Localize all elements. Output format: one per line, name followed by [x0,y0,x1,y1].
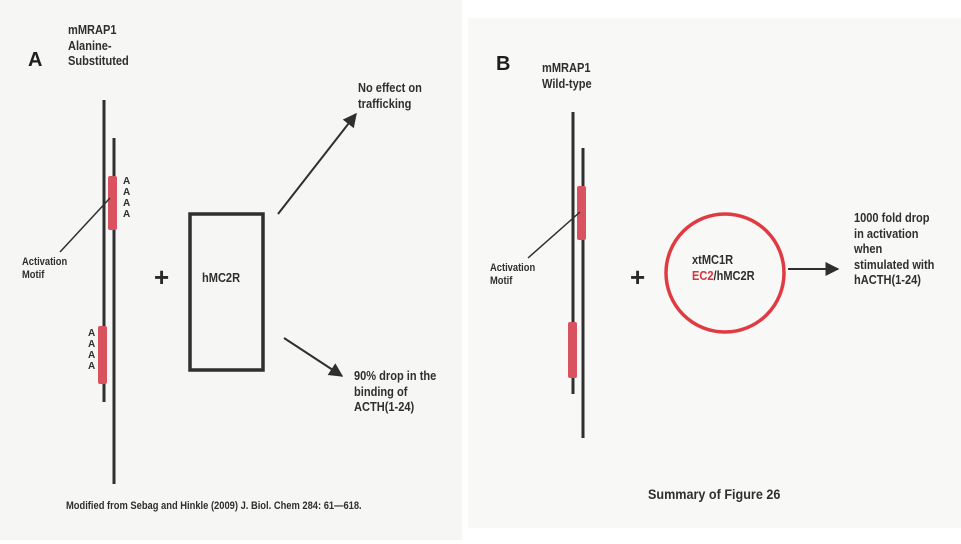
alanine-marker: A [123,187,131,198]
receptor-suffix: /hMC2R [713,267,755,283]
alanine-marker: A [88,328,96,339]
protein-label-line: mMRAP1 [542,60,591,75]
motif-pointer-line [59,197,111,253]
alanine-list-lower: A A A A [88,328,98,372]
plus-sign-b: + [630,262,646,292]
outcome-activation-drop: 1000 fold drop in activation when stimul… [854,210,934,288]
protein-label-line: Substituted [68,53,129,69]
ec2-label: EC2 [692,267,714,283]
alanine-list-upper: A A A A [123,176,133,220]
protein-label-line: Alanine- [68,37,112,53]
outcome-binding-drop: 90% drop in the binding of ACTH(1-24) [354,368,436,415]
outcome-line: 1000 fold drop [854,210,930,225]
motif-pointer-line [527,211,581,259]
alanine-marker: A [88,350,96,361]
outcome-no-effect: No effect on trafficking [358,80,422,111]
plus-sign-a: + [154,262,170,292]
figure-caption: Summary of Figure 26 [648,486,781,502]
protein-label-b: mMRAP1 Wild-type [542,60,592,91]
motif-label-line: Activation [490,262,536,274]
outcome-line: No effect on [358,80,422,95]
outcome-line: binding of [354,383,408,399]
outcome-line: ACTH(1-24) [354,399,415,415]
alanine-marker: A [88,361,96,372]
activation-motif-upper [108,176,117,230]
arrow-to-binding-drop [283,337,344,377]
motif-label-line: Activation [22,256,68,268]
outcome-line: stimulated with [854,256,935,272]
motif-label-line: Motif [490,275,513,288]
activation-motif-lower [568,322,577,378]
panel-b: B mMRAP1 Wild-type Activation Motif + xt… [468,18,961,528]
alanine-marker: A [123,198,131,209]
receptor-circle [664,212,786,334]
alanine-marker: A [88,339,96,350]
activation-motif-upper [577,186,586,240]
activation-motif-label-a: Activation Motif [22,256,67,282]
arrow-to-no-effect [277,112,357,215]
activation-motif-label-b: Activation Motif [490,262,535,288]
receptor-label-hmc2r: hMC2R [202,270,241,285]
outcome-line: in activation [854,225,919,241]
panel-a-letter: A [28,49,43,71]
panel-b-graphics [527,112,840,438]
protein-label-line: mMRAP1 [68,22,117,37]
panel-a: A mMRAP1 Alanine- Substituted A A A A A … [0,0,462,540]
receptor-label-b: xtMC1R EC2/hMC2R [692,252,755,283]
panel-b-letter: B [496,53,511,75]
panel-a-graphics [59,100,357,484]
citation: Modified from Sebag and Hinkle (2009) J.… [66,500,362,512]
outcome-line: when [854,241,883,257]
outcome-line: 90% drop in the [354,368,437,383]
outcome-line: hACTH(1-24) [854,272,921,288]
receptor-label-line: EC2/hMC2R [692,268,755,284]
alanine-marker: A [123,176,131,187]
motif-label-line: Motif [22,269,45,282]
protein-label-a: mMRAP1 Alanine- Substituted [68,22,129,69]
alanine-marker: A [123,209,131,220]
activation-motif-lower [98,326,107,384]
protein-label-line: Wild-type [542,75,592,91]
outcome-line: trafficking [358,95,412,111]
receptor-box-hmc2r [188,212,265,372]
receptor-label-line: xtMC1R [692,252,734,267]
